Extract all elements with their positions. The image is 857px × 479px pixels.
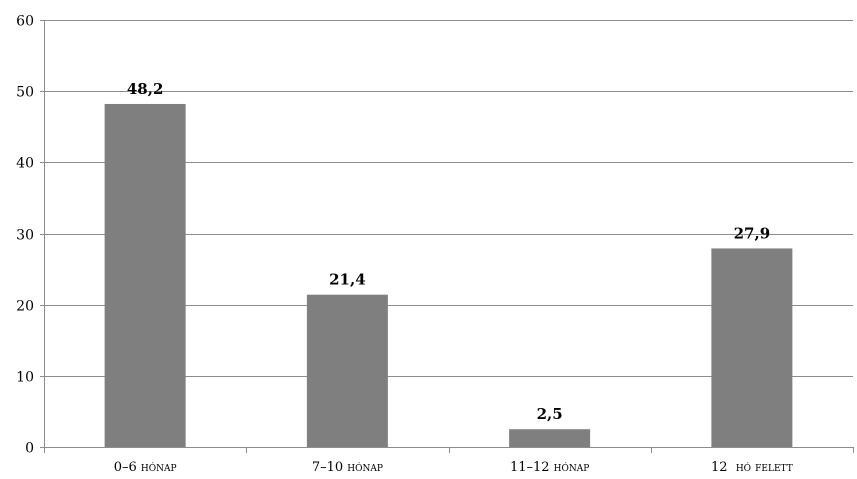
- x-tick-label: 0–6 hónap: [114, 460, 177, 475]
- bar: [711, 248, 793, 447]
- bar: [104, 103, 186, 447]
- bar: [306, 294, 388, 447]
- bar: [509, 429, 591, 447]
- y-tick-label: 0: [25, 441, 34, 457]
- x-tick-label: 7–10 hónap: [312, 460, 383, 475]
- labels: 0 10 20 30 40 50 60 48,2 0–6 hónap 21,4 7–10 hónap…: [16, 14, 793, 476]
- y-tick-label: 20: [16, 299, 34, 315]
- x-tick-label: 11–12 hónap: [510, 460, 589, 475]
- axes: [40, 20, 854, 453]
- data-label: 27,9: [734, 224, 771, 242]
- y-tick-label: 40: [16, 156, 34, 172]
- y-tick-label: 10: [16, 370, 34, 386]
- data-label: 2,5: [537, 405, 563, 423]
- y-tick-label: 60: [16, 14, 34, 30]
- bars: [104, 103, 793, 447]
- y-tick-label: 50: [16, 85, 34, 101]
- x-tick-label: 12 hó felett: [711, 460, 793, 475]
- data-label: 48,2: [127, 80, 164, 98]
- data-label: 21,4: [329, 271, 366, 289]
- y-tick-label: 30: [16, 228, 34, 244]
